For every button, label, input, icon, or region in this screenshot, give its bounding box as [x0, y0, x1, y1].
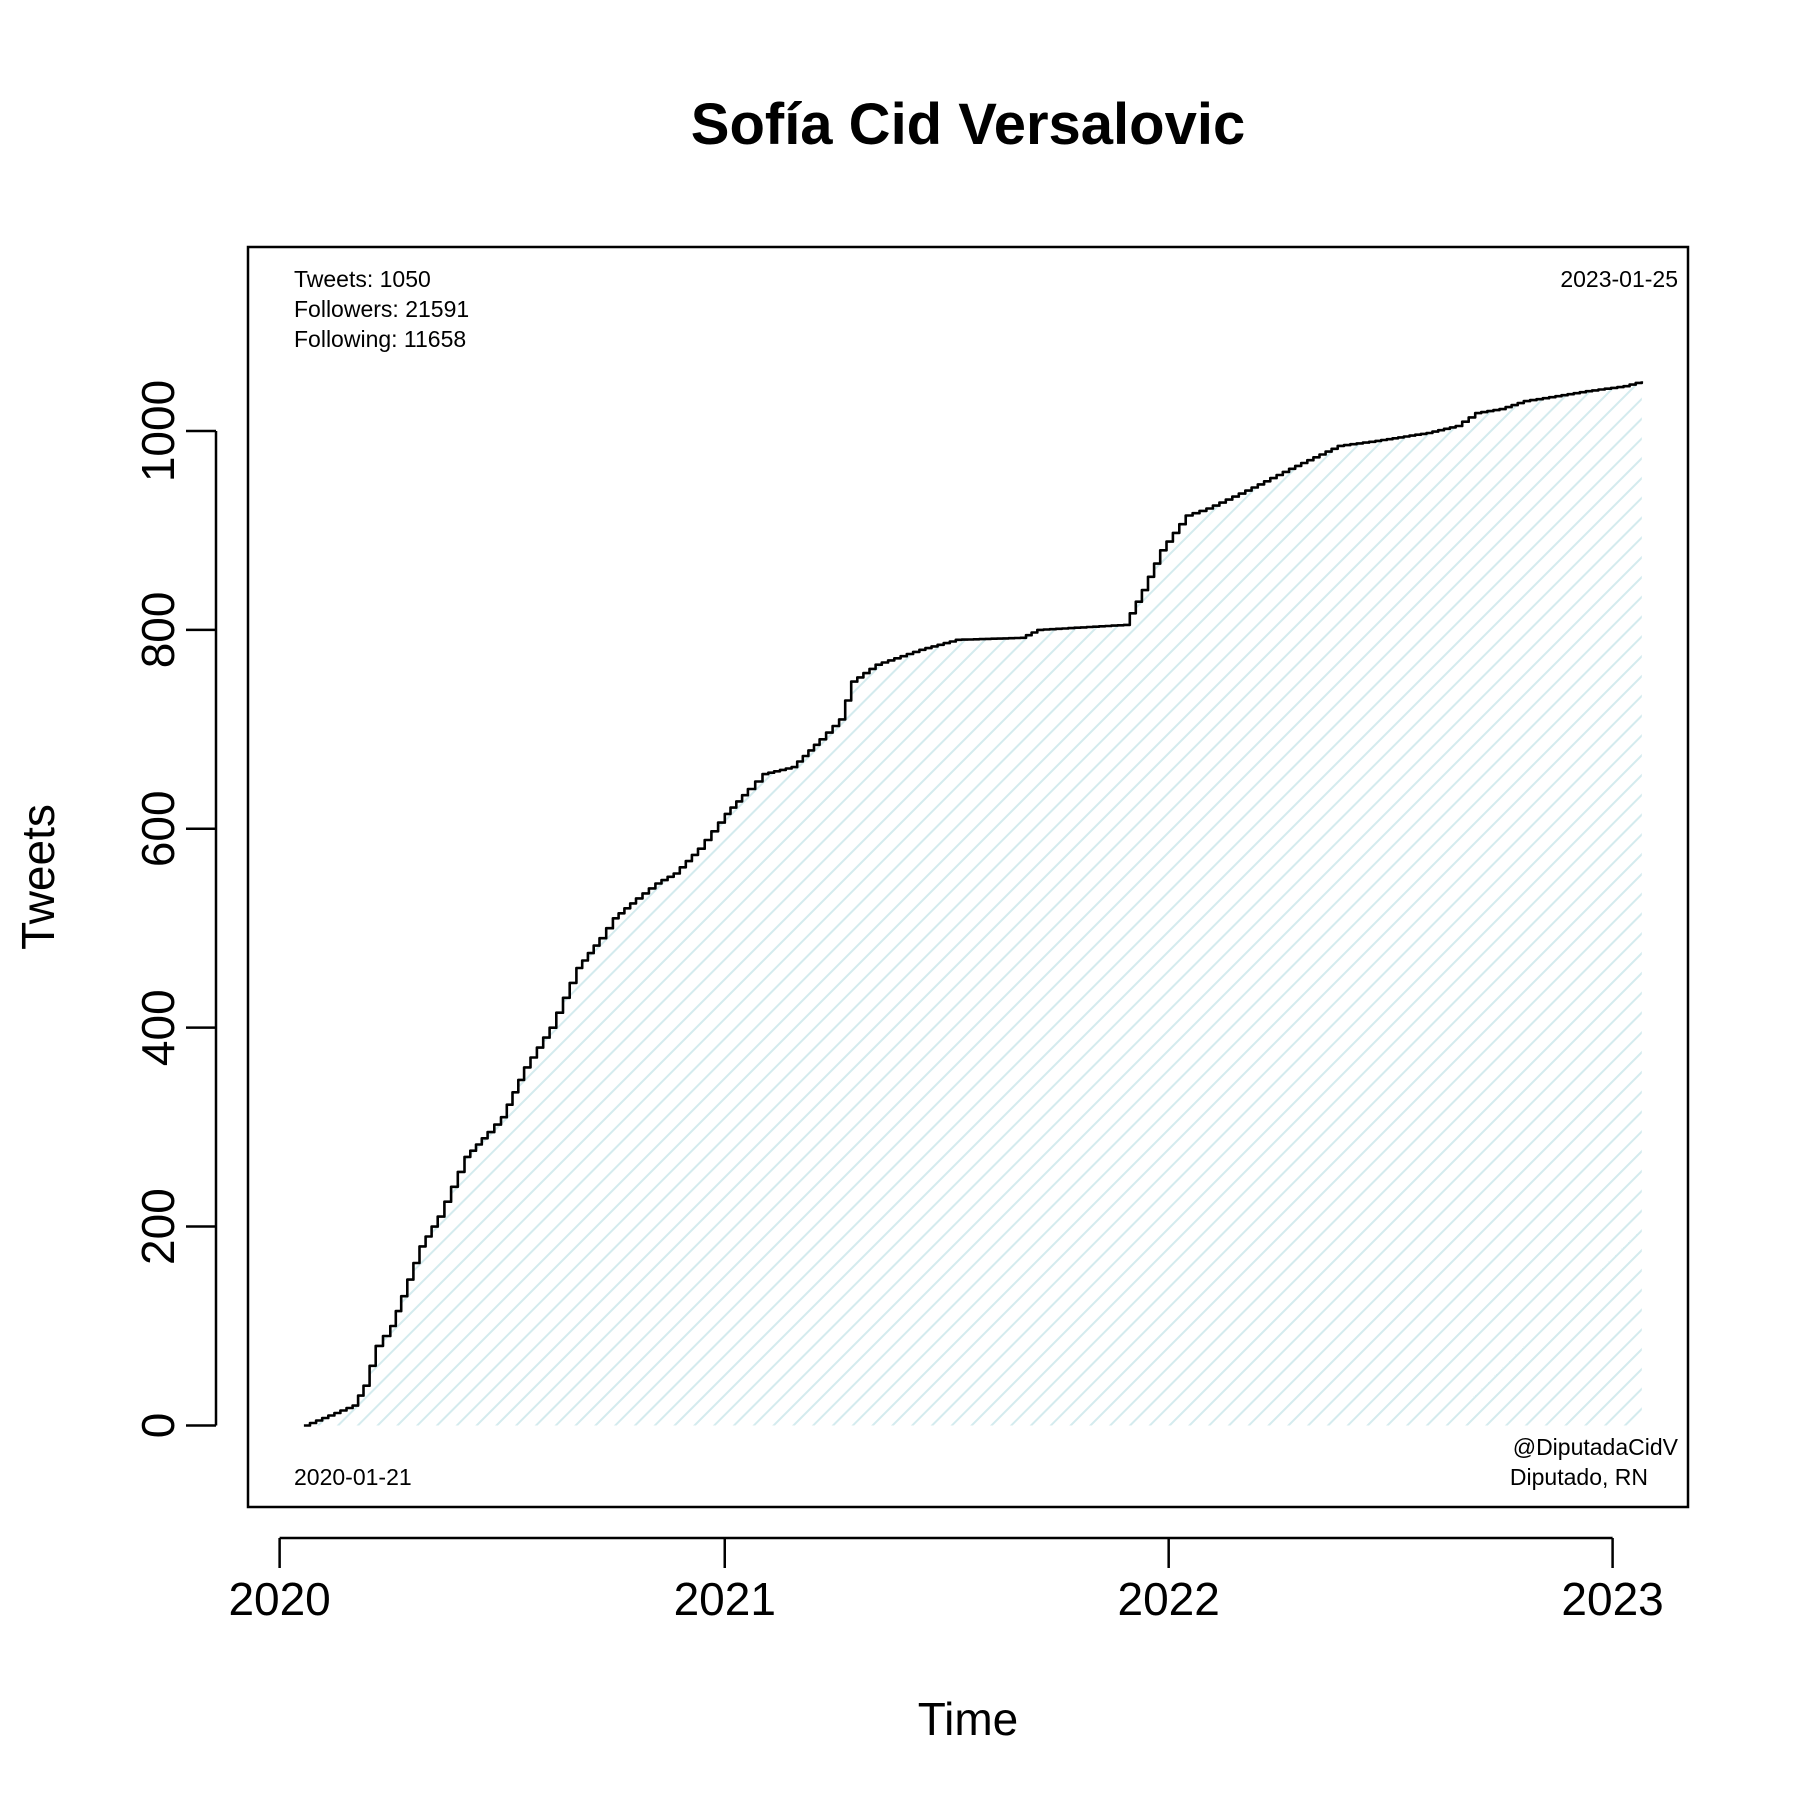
- y-tick-label: 1000: [132, 380, 184, 482]
- y-tick-label: 200: [132, 1188, 184, 1265]
- area-fill: [303, 381, 1642, 1426]
- y-tick-label: 400: [132, 989, 184, 1066]
- y-tick-label: 800: [132, 592, 184, 669]
- y-axis-label: Tweets: [12, 804, 64, 950]
- x-tick-label: 2021: [674, 1573, 776, 1625]
- x-tick-label: 2020: [228, 1573, 330, 1625]
- plot-frame: [246, 245, 1690, 1509]
- tweets-count: Tweets: 1050: [294, 266, 431, 292]
- account-handle: @DiputadaCidV: [1513, 1434, 1679, 1460]
- x-axis: 2020 2021 2022 2023: [228, 1536, 1664, 1625]
- y-tick-label: 600: [132, 790, 184, 867]
- x-axis-label: Time: [918, 1693, 1019, 1745]
- following-count: Following: 11658: [294, 326, 466, 352]
- series-line: [303, 381, 1644, 1427]
- y-tick-label: 0: [132, 1413, 184, 1439]
- start-date-label: 2020-01-21: [294, 1464, 412, 1490]
- followers-count: Followers: 21591: [294, 296, 469, 322]
- x-tick-label: 2023: [1561, 1573, 1663, 1625]
- end-date-label: 2023-01-25: [1560, 266, 1678, 292]
- account-role: Diputado, RN: [1510, 1464, 1648, 1490]
- chart-title: Sofía Cid Versalovic: [691, 92, 1245, 157]
- y-axis: 0 200 400 600 800 1000: [132, 380, 218, 1439]
- x-tick-label: 2022: [1118, 1573, 1220, 1625]
